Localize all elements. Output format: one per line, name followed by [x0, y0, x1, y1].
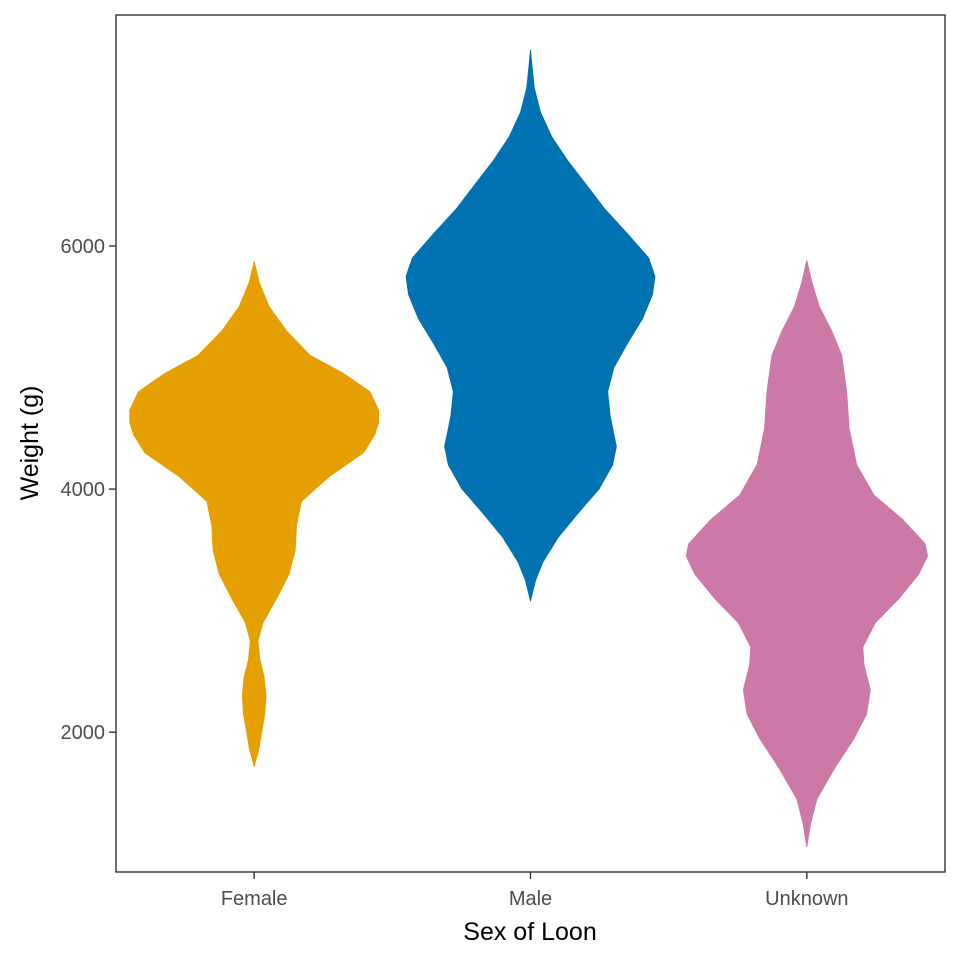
violin-female	[129, 261, 379, 767]
x-axis: Female Male Unknown	[221, 872, 849, 910]
y-tick-label: 2000	[61, 722, 106, 744]
y-axis-title: Weight (g)	[16, 386, 44, 501]
x-tick-label: Male	[509, 888, 552, 910]
violin-layer	[129, 49, 928, 847]
x-tick-label: Female	[221, 888, 288, 910]
y-axis: 2000 4000 6000	[61, 236, 116, 744]
y-tick-label: 4000	[61, 479, 106, 501]
y-tick-label: 6000	[61, 236, 106, 258]
violin-unknown	[685, 260, 928, 847]
x-tick-label: Unknown	[765, 888, 848, 910]
x-axis-title: Sex of Loon	[463, 918, 596, 946]
violin-male	[405, 49, 656, 602]
